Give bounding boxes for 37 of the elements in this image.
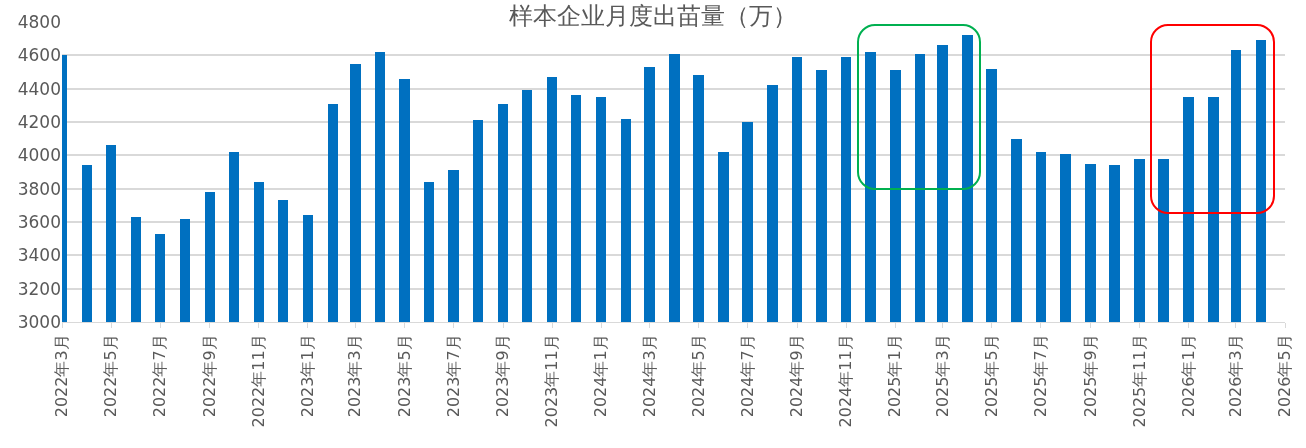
y-tick-label: 3800 [17, 178, 61, 199]
x-tick-label: 2025年1月 [885, 334, 905, 418]
x-tick-label: 2022年7月 [150, 334, 170, 418]
x-tick-label: 2024年7月 [737, 334, 757, 418]
x-tick-label: 2022年11月 [249, 334, 269, 428]
x-tick-label: 2023年5月 [394, 334, 414, 418]
x-tick-label: 2026年5月 [1275, 334, 1295, 418]
x-tick-label: 2024年9月 [787, 334, 807, 418]
chart-title: 样本企业月度出苗量（万） [509, 1, 797, 30]
x-tick-label: 2026年1月 [1178, 334, 1198, 418]
x-tick-label: 2022年5月 [101, 334, 121, 418]
x-tick-label: 2024年11月 [836, 334, 856, 428]
y-tick-label: 4000 [17, 145, 61, 166]
x-tick-label: 2023年11月 [542, 334, 562, 428]
x-tick-label: 2025年3月 [932, 334, 952, 418]
x-tick-label: 2023年1月 [298, 334, 318, 418]
x-tick-label: 2024年5月 [688, 334, 708, 418]
x-tick-label: 2022年9月 [200, 334, 220, 418]
y-tick-label: 4600 [17, 45, 61, 66]
x-tick-label: 2025年11月 [1129, 334, 1149, 428]
x-tick-label: 2022年3月 [52, 334, 72, 418]
y-tick-label: 4800 [17, 11, 61, 32]
y-tick-label: 4400 [17, 78, 61, 99]
x-tick-label: 2025年7月 [1030, 334, 1050, 418]
x-tick-label: 2026年3月 [1226, 334, 1246, 418]
x-tick-label: 2023年9月 [493, 334, 513, 418]
y-tick-label: 4200 [17, 111, 61, 132]
x-tick-label: 2025年9月 [1080, 334, 1100, 418]
x-tick-label: 2023年3月 [345, 334, 365, 418]
y-tick-label: 3000 [17, 311, 61, 332]
x-tick-label: 2024年1月 [591, 334, 611, 418]
y-tick-label: 3400 [17, 245, 61, 266]
y-tick-label: 3600 [17, 211, 61, 232]
y-tick-label: 3200 [17, 278, 61, 299]
x-tick-label: 2024年3月 [639, 334, 659, 418]
x-tick-label: 2025年5月 [981, 334, 1001, 418]
x-tick-label: 2023年7月 [443, 334, 463, 418]
